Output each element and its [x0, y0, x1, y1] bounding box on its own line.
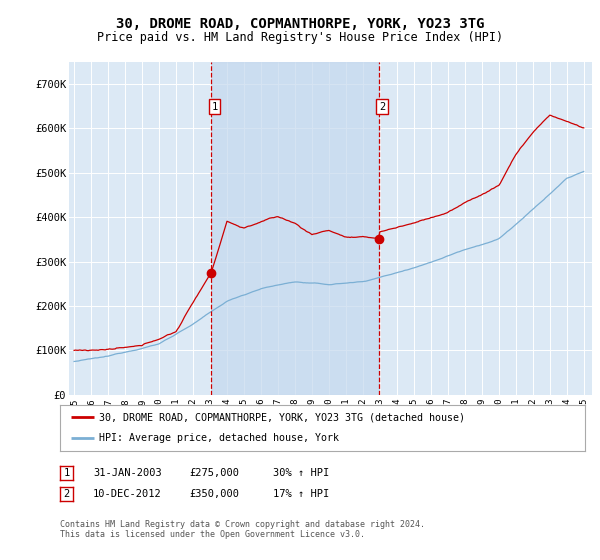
Text: £275,000: £275,000 — [189, 468, 239, 478]
Text: 17% ↑ HPI: 17% ↑ HPI — [273, 489, 329, 499]
Text: 2: 2 — [379, 101, 385, 111]
Text: £350,000: £350,000 — [189, 489, 239, 499]
Text: 31-JAN-2003: 31-JAN-2003 — [93, 468, 162, 478]
Text: 30% ↑ HPI: 30% ↑ HPI — [273, 468, 329, 478]
Text: Price paid vs. HM Land Registry's House Price Index (HPI): Price paid vs. HM Land Registry's House … — [97, 31, 503, 44]
Text: HPI: Average price, detached house, York: HPI: Average price, detached house, York — [100, 433, 340, 444]
Text: 30, DROME ROAD, COPMANTHORPE, YORK, YO23 3TG (detached house): 30, DROME ROAD, COPMANTHORPE, YORK, YO23… — [100, 412, 466, 422]
Bar — [211, 62, 379, 395]
Text: 2: 2 — [64, 489, 70, 499]
Text: 1: 1 — [212, 101, 218, 111]
Text: 30, DROME ROAD, COPMANTHORPE, YORK, YO23 3TG: 30, DROME ROAD, COPMANTHORPE, YORK, YO23… — [116, 17, 484, 31]
Text: 1: 1 — [64, 468, 70, 478]
Text: Contains HM Land Registry data © Crown copyright and database right 2024.
This d: Contains HM Land Registry data © Crown c… — [60, 520, 425, 539]
Text: 10-DEC-2012: 10-DEC-2012 — [93, 489, 162, 499]
